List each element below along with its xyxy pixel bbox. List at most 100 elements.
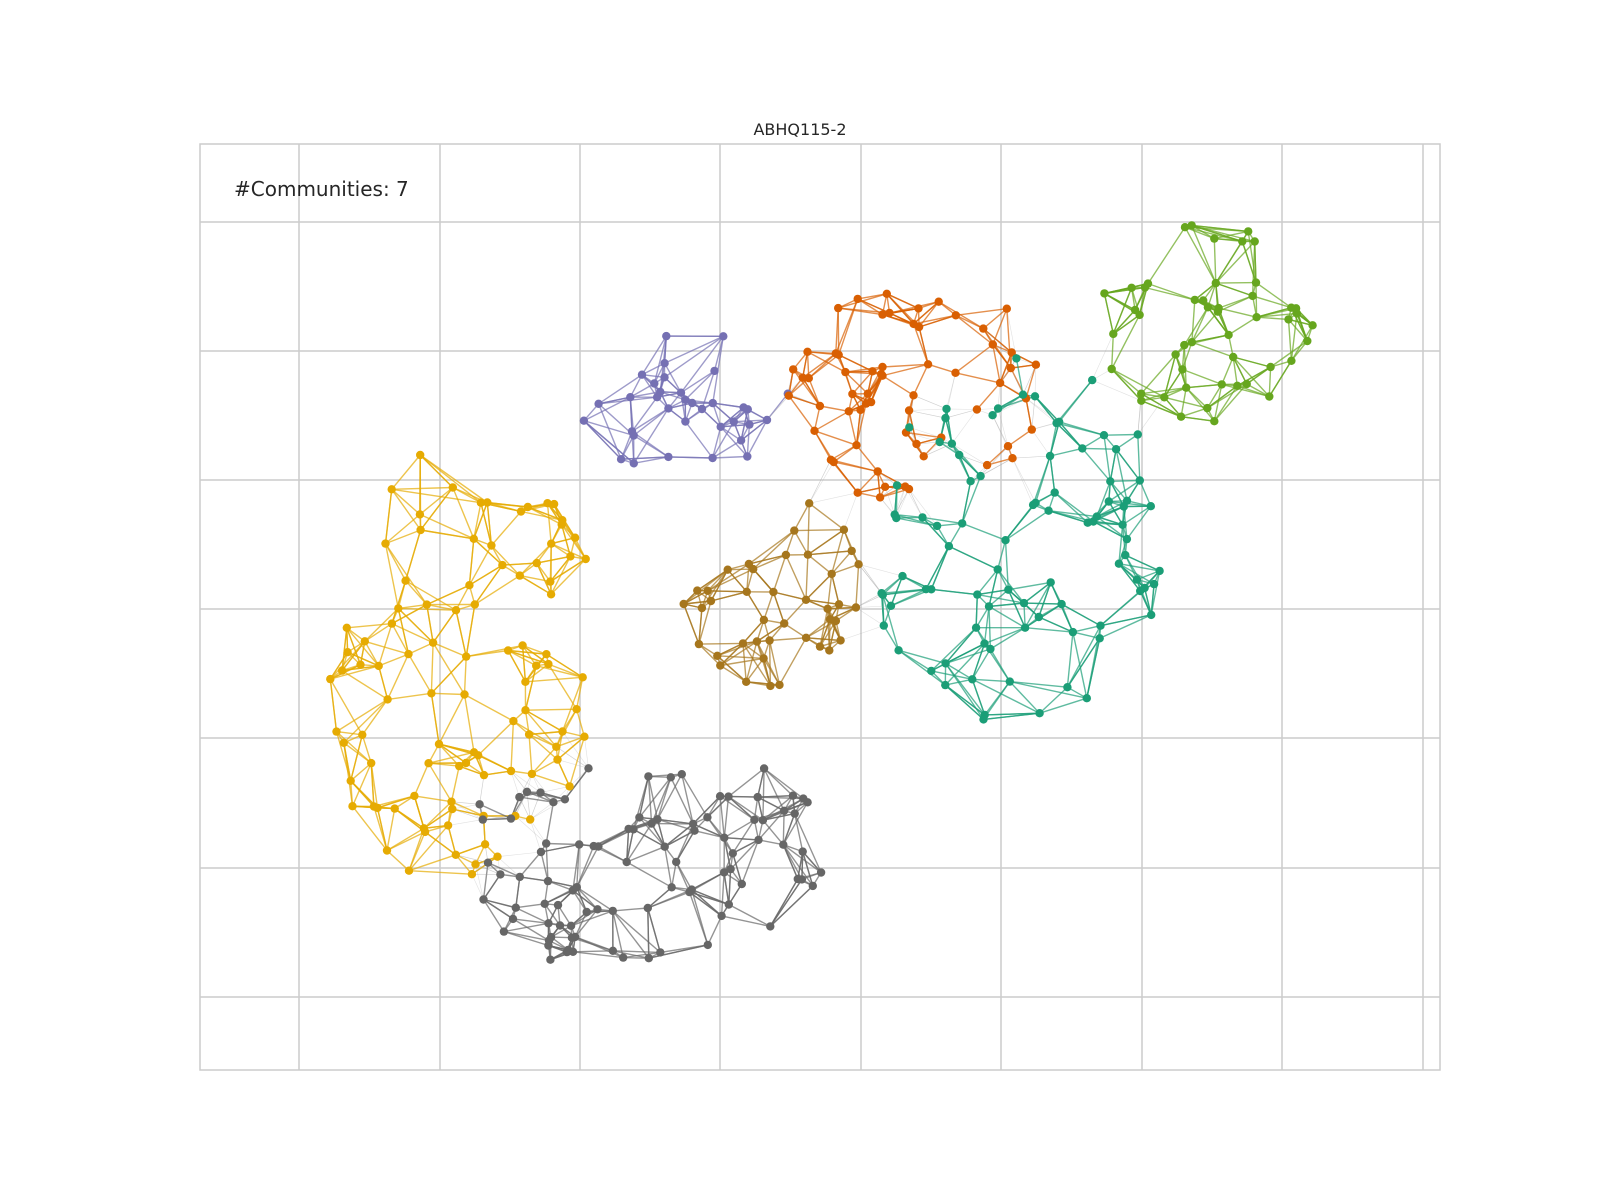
network-edge bbox=[720, 426, 748, 457]
network-node bbox=[552, 742, 561, 751]
network-node bbox=[626, 393, 635, 402]
network-node bbox=[1078, 444, 1087, 453]
network-node bbox=[451, 850, 460, 859]
network-edge bbox=[598, 403, 635, 437]
network-node bbox=[720, 833, 729, 842]
network-edge bbox=[855, 592, 882, 608]
network-edge bbox=[742, 619, 765, 644]
network-node bbox=[416, 450, 425, 460]
network-edge bbox=[740, 419, 768, 441]
network-node bbox=[754, 835, 763, 845]
network-edge bbox=[1213, 384, 1223, 422]
network-node bbox=[879, 621, 888, 630]
network-node bbox=[880, 482, 890, 491]
network-edge bbox=[1039, 686, 1068, 714]
network-node bbox=[781, 550, 791, 560]
network-edge bbox=[992, 344, 1001, 384]
network-node bbox=[947, 439, 957, 448]
network-node bbox=[566, 552, 575, 561]
network-edge bbox=[556, 736, 585, 748]
network-edge bbox=[529, 819, 547, 844]
network-node bbox=[465, 581, 474, 590]
network-node bbox=[853, 488, 862, 497]
network-node bbox=[1020, 623, 1030, 632]
network-edge bbox=[858, 564, 903, 577]
network-edge bbox=[546, 653, 584, 678]
network-edge bbox=[807, 529, 845, 556]
network-node bbox=[447, 797, 456, 806]
network-edge bbox=[547, 880, 577, 888]
network-edge bbox=[745, 657, 765, 683]
network-edge bbox=[519, 851, 542, 878]
network-edge bbox=[857, 471, 879, 494]
network-edge bbox=[391, 622, 434, 644]
network-edge bbox=[683, 590, 709, 605]
network-edge bbox=[510, 770, 541, 793]
network-edge bbox=[988, 569, 999, 607]
network-edge bbox=[1005, 510, 1049, 541]
network-edge bbox=[710, 591, 747, 602]
network-node bbox=[568, 886, 578, 895]
network-node bbox=[1099, 431, 1109, 440]
network-edge bbox=[1246, 383, 1270, 398]
network-node bbox=[524, 730, 534, 739]
network-edge bbox=[1118, 563, 1146, 589]
network-edge bbox=[671, 861, 677, 888]
network-edge bbox=[1287, 318, 1308, 342]
network-edge bbox=[1025, 627, 1073, 633]
network-edge bbox=[848, 411, 858, 446]
network-node bbox=[1284, 315, 1293, 324]
network-edge bbox=[1104, 287, 1132, 295]
network-node bbox=[892, 513, 901, 523]
network-node bbox=[1007, 348, 1016, 357]
network-edge bbox=[664, 335, 724, 378]
network-node bbox=[993, 565, 1002, 574]
network-edge bbox=[633, 408, 669, 464]
network-edge bbox=[329, 678, 363, 736]
network-node bbox=[1190, 295, 1200, 305]
network-node bbox=[804, 374, 813, 383]
network-edge bbox=[479, 775, 485, 805]
network-edge bbox=[1184, 226, 1217, 284]
network-node bbox=[927, 666, 936, 676]
network-node bbox=[853, 294, 862, 304]
network-edge bbox=[877, 471, 881, 498]
network-edge bbox=[898, 649, 946, 665]
network-node bbox=[526, 815, 535, 824]
network-edge bbox=[945, 627, 977, 664]
network-edge bbox=[544, 903, 561, 926]
network-edge bbox=[728, 796, 764, 821]
network-edge bbox=[802, 851, 814, 887]
network-edge bbox=[971, 678, 1040, 714]
network-edge bbox=[837, 308, 840, 355]
network-node bbox=[968, 675, 977, 684]
network-edge bbox=[719, 640, 758, 667]
network-edge bbox=[983, 712, 1040, 721]
network-edge bbox=[479, 775, 485, 805]
network-node bbox=[703, 813, 712, 822]
network-node bbox=[703, 586, 712, 595]
network-node bbox=[521, 677, 530, 686]
network-edge bbox=[982, 328, 1012, 369]
network-edge bbox=[483, 770, 512, 776]
network-node bbox=[827, 569, 836, 579]
network-node bbox=[878, 310, 887, 319]
network-edge bbox=[474, 564, 503, 605]
network-node bbox=[892, 481, 902, 490]
network-edge bbox=[1096, 515, 1123, 526]
network-edge bbox=[992, 415, 1009, 447]
network-edge bbox=[570, 910, 614, 927]
network-node bbox=[448, 483, 457, 492]
network-edge bbox=[391, 488, 482, 504]
network-edge bbox=[732, 853, 743, 885]
network-edge bbox=[364, 623, 393, 642]
network-edge bbox=[1031, 396, 1036, 430]
network-edge bbox=[1214, 230, 1249, 240]
network-edge bbox=[986, 457, 1013, 466]
network-edge bbox=[391, 454, 421, 490]
network-node bbox=[728, 849, 737, 858]
network-edge bbox=[414, 795, 452, 803]
network-edge bbox=[1108, 501, 1124, 526]
network-edge bbox=[769, 878, 799, 927]
network-edge bbox=[548, 663, 583, 678]
